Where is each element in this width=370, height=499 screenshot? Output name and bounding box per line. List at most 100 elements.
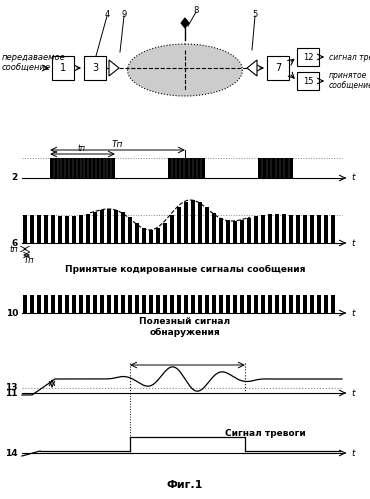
Bar (65, 295, 69, 313)
Text: 11: 11 (6, 389, 18, 398)
Bar (44, 295, 48, 313)
Text: 12: 12 (303, 52, 313, 61)
Bar (331, 295, 335, 313)
Bar (100, 295, 104, 313)
Bar (184, 202, 188, 243)
Bar (50, 158, 115, 178)
Text: 14: 14 (6, 449, 18, 458)
Bar (275, 214, 279, 243)
Bar (114, 210, 118, 243)
Text: 10: 10 (6, 308, 18, 317)
Bar (275, 295, 279, 313)
Text: tп: tп (9, 245, 18, 254)
Bar (114, 295, 118, 313)
Text: t: t (351, 308, 354, 317)
Bar (168, 158, 205, 178)
Text: сигнал тревоги: сигнал тревоги (329, 52, 370, 61)
Bar (121, 295, 125, 313)
Bar (86, 295, 90, 313)
Bar (219, 218, 223, 243)
Bar (135, 295, 139, 313)
Bar (177, 295, 181, 313)
Bar (142, 295, 146, 313)
Polygon shape (109, 60, 119, 76)
Text: 13: 13 (6, 384, 18, 393)
Text: t: t (351, 239, 354, 248)
Bar (317, 215, 321, 243)
Text: Тп: Тп (23, 256, 34, 265)
Bar (37, 295, 41, 313)
Text: 15: 15 (303, 76, 313, 85)
Bar (198, 202, 202, 243)
Bar (268, 214, 272, 243)
Bar (310, 295, 314, 313)
Bar (163, 223, 167, 243)
Text: Tп: Tп (111, 140, 123, 149)
Text: t: t (351, 449, 354, 458)
Text: t: t (351, 389, 354, 398)
Text: Фиг.1: Фиг.1 (167, 480, 203, 490)
Bar (37, 215, 41, 243)
Bar (30, 295, 34, 313)
Bar (79, 295, 83, 313)
Bar (212, 295, 216, 313)
Bar (51, 295, 55, 313)
Bar (240, 220, 244, 243)
Bar (297, 72, 319, 90)
Bar (58, 295, 62, 313)
Bar (289, 295, 293, 313)
Bar (297, 48, 319, 66)
Bar (240, 295, 244, 313)
Bar (52, 56, 74, 80)
Text: Сигнал тревоги: Сигнал тревоги (225, 429, 305, 438)
Bar (317, 295, 321, 313)
Bar (149, 230, 153, 243)
Bar (149, 295, 153, 313)
Text: 4: 4 (104, 9, 110, 18)
Bar (324, 295, 328, 313)
Bar (23, 215, 27, 243)
Bar (226, 221, 230, 243)
Bar (282, 214, 286, 243)
Text: 3: 3 (92, 63, 98, 73)
Bar (261, 215, 265, 243)
Bar (310, 215, 314, 243)
Bar (303, 215, 307, 243)
Polygon shape (247, 60, 257, 76)
Bar (296, 215, 300, 243)
Text: 9: 9 (121, 9, 127, 18)
Text: Принятые кодированные сигналы сообщения: Принятые кодированные сигналы сообщения (65, 265, 305, 274)
Bar (107, 295, 111, 313)
Bar (296, 295, 300, 313)
Bar (58, 216, 62, 243)
Bar (79, 215, 83, 243)
Bar (84, 56, 106, 80)
Text: 1: 1 (60, 63, 66, 73)
Bar (23, 295, 27, 313)
Bar (261, 295, 265, 313)
Polygon shape (181, 18, 189, 28)
Bar (86, 214, 90, 243)
Bar (303, 295, 307, 313)
Bar (170, 295, 174, 313)
Text: 5: 5 (252, 9, 258, 18)
Bar (93, 212, 97, 243)
Bar (233, 295, 237, 313)
Ellipse shape (128, 44, 242, 96)
Bar (128, 217, 132, 243)
Bar (156, 228, 160, 243)
Bar (156, 295, 160, 313)
Text: передаваемое
сообщение: передаваемое сообщение (2, 53, 66, 73)
Bar (142, 228, 146, 243)
Text: 8: 8 (193, 5, 199, 14)
Bar (268, 295, 272, 313)
Text: t: t (351, 174, 354, 183)
Text: 2: 2 (12, 174, 18, 183)
Bar (51, 216, 55, 243)
Bar (177, 207, 181, 243)
Bar (247, 218, 251, 243)
Bar (205, 207, 209, 243)
Text: 6: 6 (12, 239, 18, 248)
Bar (65, 216, 69, 243)
Bar (72, 295, 76, 313)
